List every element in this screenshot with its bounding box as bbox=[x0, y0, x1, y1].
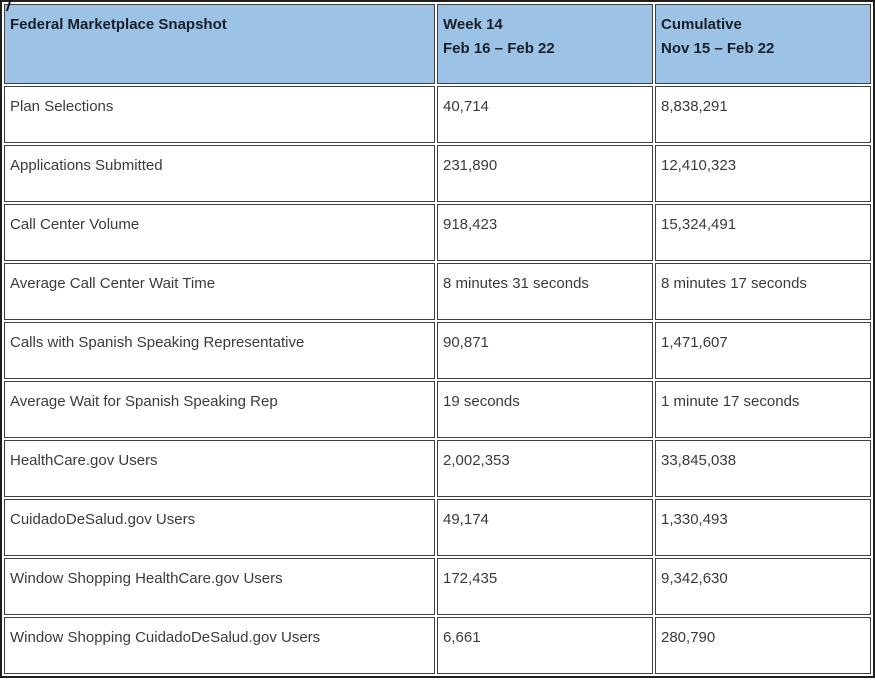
cell-week14: 231,890 bbox=[437, 145, 653, 202]
cell-week14: 6,661 bbox=[437, 617, 653, 674]
cell-label: HealthCare.gov Users bbox=[4, 440, 435, 497]
cell-week14: 2,002,353 bbox=[437, 440, 653, 497]
header-row: Federal Marketplace Snapshot Week 14 Feb… bbox=[4, 4, 871, 84]
cell-cumulative: 15,324,491 bbox=[655, 204, 871, 261]
cell-label: Window Shopping HealthCare.gov Users bbox=[4, 558, 435, 615]
cell-label: CuidadoDeSalud.gov Users bbox=[4, 499, 435, 556]
cell-label: Plan Selections bbox=[4, 86, 435, 143]
cell-label: Applications Submitted bbox=[4, 145, 435, 202]
cell-cumulative: 9,342,630 bbox=[655, 558, 871, 615]
row-calls-spanish-representative: Calls with Spanish Speaking Representati… bbox=[4, 322, 871, 379]
row-average-wait-spanish-rep: Average Wait for Spanish Speaking Rep 19… bbox=[4, 381, 871, 438]
header-week14: Week 14 Feb 16 – Feb 22 bbox=[437, 4, 653, 84]
cell-label: Calls with Spanish Speaking Representati… bbox=[4, 322, 435, 379]
table-title: Federal Marketplace Snapshot bbox=[10, 16, 227, 33]
row-applications-submitted: Applications Submitted 231,890 12,410,32… bbox=[4, 145, 871, 202]
cell-label: Call Center Volume bbox=[4, 204, 435, 261]
row-plan-selections: Plan Selections 40,714 8,838,291 bbox=[4, 86, 871, 143]
cell-week14: 49,174 bbox=[437, 499, 653, 556]
cell-cumulative: 1 minute 17 seconds bbox=[655, 381, 871, 438]
cell-cumulative: 33,845,038 bbox=[655, 440, 871, 497]
header-week14-title: Week 14 bbox=[443, 16, 503, 33]
cell-week14: 8 minutes 31 seconds bbox=[437, 263, 653, 320]
row-healthcare-gov-users: HealthCare.gov Users 2,002,353 33,845,03… bbox=[4, 440, 871, 497]
cell-week14: 90,871 bbox=[437, 322, 653, 379]
header-week14-daterange: Feb 16 – Feb 22 bbox=[443, 40, 555, 57]
cell-cumulative: 1,330,493 bbox=[655, 499, 871, 556]
cell-label: Window Shopping CuidadoDeSalud.gov Users bbox=[4, 617, 435, 674]
header-metric: Federal Marketplace Snapshot bbox=[4, 4, 435, 84]
row-call-center-volume: Call Center Volume 918,423 15,324,491 bbox=[4, 204, 871, 261]
header-cumulative-daterange: Nov 15 – Feb 22 bbox=[661, 40, 775, 57]
row-window-shopping-cuidadodesalud-gov: Window Shopping CuidadoDeSalud.gov Users… bbox=[4, 617, 871, 674]
cell-week14: 19 seconds bbox=[437, 381, 653, 438]
cell-cumulative: 280,790 bbox=[655, 617, 871, 674]
row-average-call-center-wait-time: Average Call Center Wait Time 8 minutes … bbox=[4, 263, 871, 320]
cell-week14: 40,714 bbox=[437, 86, 653, 143]
cell-label: Average Call Center Wait Time bbox=[4, 263, 435, 320]
cell-cumulative: 1,471,607 bbox=[655, 322, 871, 379]
cell-cumulative: 8,838,291 bbox=[655, 86, 871, 143]
cell-week14: 172,435 bbox=[437, 558, 653, 615]
cell-label: Average Wait for Spanish Speaking Rep bbox=[4, 381, 435, 438]
cell-cumulative: 8 minutes 17 seconds bbox=[655, 263, 871, 320]
cell-week14: 918,423 bbox=[437, 204, 653, 261]
header-cumulative: Cumulative Nov 15 – Feb 22 bbox=[655, 4, 871, 84]
header-cumulative-title: Cumulative bbox=[661, 16, 742, 33]
row-cuidadodesalud-gov-users: CuidadoDeSalud.gov Users 49,174 1,330,49… bbox=[4, 499, 871, 556]
cell-cumulative: 12,410,323 bbox=[655, 145, 871, 202]
row-window-shopping-healthcare-gov: Window Shopping HealthCare.gov Users 172… bbox=[4, 558, 871, 615]
